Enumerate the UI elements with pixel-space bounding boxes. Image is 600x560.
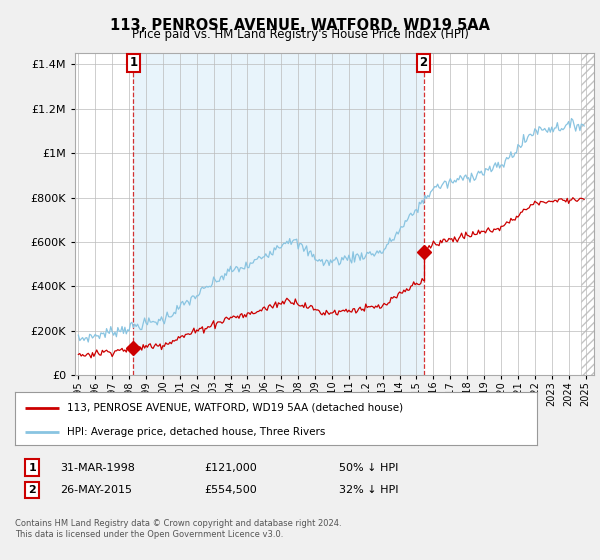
Text: 1: 1: [129, 57, 137, 69]
Bar: [133, 53, 424, 375]
Text: 2: 2: [419, 57, 428, 69]
Text: 113, PENROSE AVENUE, WATFORD, WD19 5AA: 113, PENROSE AVENUE, WATFORD, WD19 5AA: [110, 18, 490, 33]
Text: 113, PENROSE AVENUE, WATFORD, WD19 5AA (detached house): 113, PENROSE AVENUE, WATFORD, WD19 5AA (…: [67, 403, 403, 413]
Text: 2: 2: [29, 485, 36, 495]
Text: 26-MAY-2015: 26-MAY-2015: [60, 485, 132, 495]
Text: HPI: Average price, detached house, Three Rivers: HPI: Average price, detached house, Thre…: [67, 427, 326, 437]
Text: 1: 1: [29, 463, 36, 473]
Text: 31-MAR-1998: 31-MAR-1998: [60, 463, 135, 473]
Text: 50% ↓ HPI: 50% ↓ HPI: [339, 463, 398, 473]
Text: Contains HM Land Registry data © Crown copyright and database right 2024.
This d: Contains HM Land Registry data © Crown c…: [15, 520, 341, 539]
Bar: [581, 53, 594, 375]
Text: 32% ↓ HPI: 32% ↓ HPI: [339, 485, 398, 495]
Text: Price paid vs. HM Land Registry's House Price Index (HPI): Price paid vs. HM Land Registry's House …: [131, 28, 469, 41]
Text: £121,000: £121,000: [204, 463, 257, 473]
Text: £554,500: £554,500: [204, 485, 257, 495]
